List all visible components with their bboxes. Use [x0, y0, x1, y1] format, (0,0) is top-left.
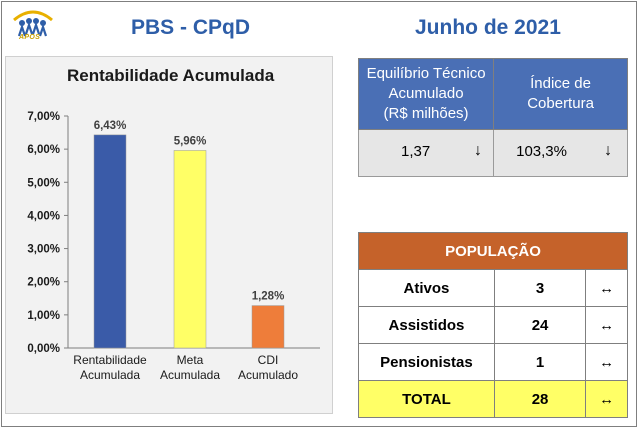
total-row: TOTAL 28 ↔ — [358, 380, 628, 418]
x-category-label: Rentabilidade — [73, 353, 147, 367]
header-line: Equilíbrio Técnico — [366, 65, 486, 82]
x-category-label: CDI — [258, 353, 279, 367]
population-title: POPULAÇÃO — [358, 232, 628, 270]
logo-brand-text: APOS — [19, 34, 41, 41]
cobertura-value: 103,3% — [516, 143, 567, 160]
equilibrio-value: 1,37 — [401, 143, 431, 160]
x-category-label: Acumulada — [160, 368, 220, 382]
row-value: 24 — [493, 306, 587, 344]
total-value: 28 — [493, 380, 587, 418]
left-right-arrow-icon: ↔ — [585, 269, 628, 307]
y-tick-label: 2,00% — [27, 277, 60, 289]
balance-table: Equilíbrio Técnico Acumulado (R$ milhões… — [357, 58, 628, 177]
bar — [173, 150, 207, 349]
table-row: Assistidos 24 ↔ — [358, 306, 628, 344]
data-label: 6,43% — [94, 120, 127, 132]
x-category-label: Acumulada — [80, 368, 140, 382]
arrow-down-icon: ↓ — [474, 142, 482, 159]
y-tick-label: 3,00% — [27, 244, 60, 256]
table-row: Pensionistas 1 ↔ — [358, 343, 628, 381]
row-label: Pensionistas — [358, 343, 495, 381]
row-value: 1 — [493, 343, 587, 381]
row-label: Ativos — [358, 269, 495, 307]
y-tick-label: 4,00% — [27, 210, 60, 222]
y-tick-label: 7,00% — [27, 111, 60, 123]
table-row: Ativos 3 ↔ — [358, 269, 628, 307]
y-tick-label: 5,00% — [27, 177, 60, 189]
chart-title: Rentabilidade Acumulada — [67, 66, 275, 85]
y-tick-label: 0,00% — [27, 343, 60, 355]
header-line: Acumulado — [388, 85, 464, 102]
balance-header-cobertura: Índice de Cobertura — [493, 58, 628, 130]
bar — [251, 305, 285, 349]
population-table: POPULAÇÃO Ativos 3 ↔ Assistidos 24 ↔ Pen… — [358, 232, 628, 418]
row-value: 3 — [493, 269, 587, 307]
chart-panel — [5, 56, 333, 414]
arrow-down-icon: ↓ — [604, 142, 613, 159]
balance-value-cell: 1,37 ↓ — [357, 129, 495, 177]
header-line: (R$ milhões) — [383, 105, 469, 122]
x-category-label: Acumulado — [238, 368, 298, 382]
total-label: TOTAL — [358, 380, 495, 418]
plan-title: PBS - CPqD — [131, 16, 251, 39]
left-right-arrow-icon: ↔ — [585, 380, 628, 418]
y-tick-label: 6,00% — [27, 144, 60, 156]
bar — [93, 134, 127, 349]
left-right-arrow-icon: ↔ — [585, 343, 628, 381]
data-label: 1,28% — [252, 291, 285, 303]
y-tick-label: 1,00% — [27, 310, 60, 322]
row-label: Assistidos — [358, 306, 495, 344]
balance-header-equilibrio: Equilíbrio Técnico Acumulado (R$ milhões… — [357, 58, 495, 130]
header-line: Cobertura — [527, 95, 594, 112]
period-title: Junho de 2021 — [415, 16, 561, 39]
people-arch-logo — [13, 10, 53, 37]
x-category-label: Meta — [177, 353, 204, 367]
coverage-value-cell: 103,3% ↓ — [493, 129, 628, 177]
data-label: 5,96% — [174, 135, 207, 147]
header-line: Índice de — [530, 75, 591, 92]
left-right-arrow-icon: ↔ — [585, 306, 628, 344]
